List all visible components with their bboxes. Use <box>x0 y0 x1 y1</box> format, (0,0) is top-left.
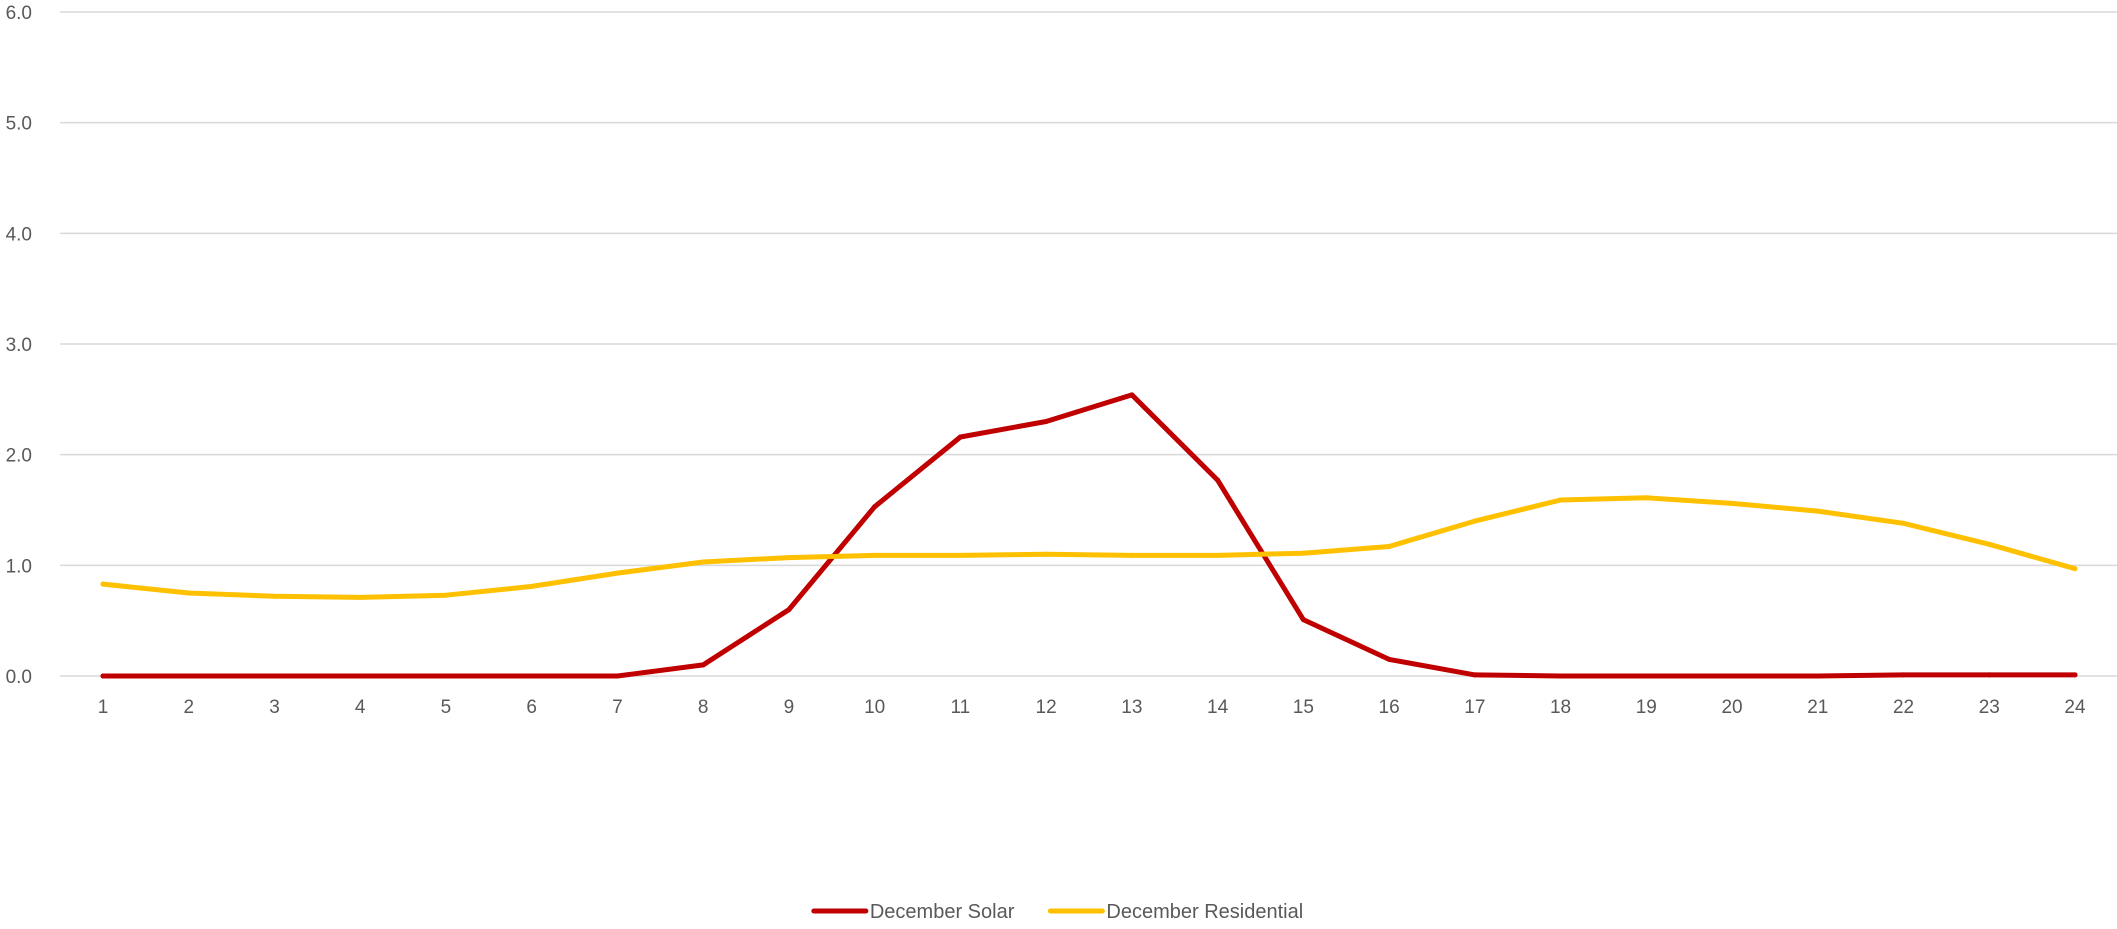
data-point <box>786 555 792 561</box>
data-point <box>872 552 878 558</box>
data-point <box>1300 550 1306 556</box>
data-point <box>1815 673 1821 679</box>
series-lines <box>100 392 2078 679</box>
x-tick-label: 12 <box>1036 697 1057 718</box>
x-tick-label: 16 <box>1379 697 1400 718</box>
data-point <box>1558 673 1564 679</box>
series-december-residential <box>100 495 2078 600</box>
x-tick-label: 23 <box>1979 697 2000 718</box>
x-tick-label: 7 <box>612 697 623 718</box>
data-point <box>700 559 706 565</box>
data-point <box>271 593 277 599</box>
data-point <box>1815 508 1821 514</box>
data-point <box>271 673 277 679</box>
data-point <box>1215 477 1221 483</box>
x-tick-label: 13 <box>1121 697 1142 718</box>
data-point <box>1043 551 1049 557</box>
data-point <box>614 673 620 679</box>
data-point <box>2072 566 2078 572</box>
data-point <box>443 592 449 598</box>
data-point <box>529 673 535 679</box>
legend-label: December Residential <box>1106 901 1303 923</box>
x-tick-label: 1 <box>98 697 109 718</box>
y-tick-label: 3.0 <box>6 335 32 356</box>
data-point <box>1300 617 1306 623</box>
x-tick-label: 3 <box>269 697 280 718</box>
legend-label: December Solar <box>870 901 1015 923</box>
data-point <box>2072 672 2078 678</box>
data-point <box>1129 552 1135 558</box>
data-point <box>1215 552 1221 558</box>
y-tick-label: 1.0 <box>6 556 32 577</box>
data-point <box>1386 544 1392 550</box>
x-tick-label: 11 <box>951 697 971 718</box>
x-tick-label: 4 <box>355 697 366 718</box>
series-line <box>100 392 2078 679</box>
data-point <box>100 673 106 679</box>
x-tick-label: 19 <box>1636 697 1657 718</box>
series-december-solar <box>100 392 2078 679</box>
x-tick-label: 10 <box>864 697 885 718</box>
data-point <box>1386 656 1392 662</box>
data-point <box>872 504 878 510</box>
data-point <box>957 434 963 440</box>
data-point <box>1901 672 1907 678</box>
data-point <box>786 607 792 613</box>
x-tick-label: 18 <box>1550 697 1571 718</box>
data-point <box>1643 495 1649 501</box>
data-point <box>357 594 363 600</box>
data-point <box>1472 672 1478 678</box>
data-point <box>1129 392 1135 398</box>
y-axis-tick-labels: 0.0 1.0 2.0 3.0 4.0 5.0 6.0 <box>6 3 32 688</box>
data-point <box>957 552 963 558</box>
data-point <box>186 673 192 679</box>
gridlines <box>60 11 2117 677</box>
data-point <box>1643 673 1649 679</box>
x-tick-label: 20 <box>1721 697 1742 718</box>
data-point <box>529 583 535 589</box>
data-point <box>1043 418 1049 424</box>
data-point <box>186 590 192 596</box>
x-tick-label: 22 <box>1893 697 1914 718</box>
y-tick-label: 5.0 <box>6 114 32 135</box>
x-tick-label: 9 <box>784 697 795 718</box>
x-tick-label: 21 <box>1807 697 1828 718</box>
data-point <box>1986 672 1992 678</box>
data-point <box>1901 520 1907 526</box>
legend-item: December Residential <box>1047 901 1303 923</box>
data-point <box>1729 673 1735 679</box>
x-tick-label: 15 <box>1293 697 1314 718</box>
data-point <box>1986 541 1992 547</box>
y-tick-label: 4.0 <box>6 224 32 245</box>
x-axis-tick-labels: 1 2 3 4 5 6 7 8 9 10 11 12 13 14 15 16 17 18 19 20 21 22 23 24 <box>98 697 2086 718</box>
data-point <box>1558 497 1564 503</box>
x-tick-label: 14 <box>1207 697 1229 718</box>
y-tick-label: 2.0 <box>6 446 32 467</box>
x-tick-label: 5 <box>441 697 452 718</box>
data-point <box>357 673 363 679</box>
y-tick-label: 0.0 <box>6 667 32 688</box>
y-tick-label: 6.0 <box>6 3 32 24</box>
series-line <box>100 495 2078 600</box>
x-tick-label: 6 <box>526 697 537 718</box>
data-point <box>443 673 449 679</box>
data-point <box>100 581 106 587</box>
data-point <box>1729 500 1735 506</box>
data-point <box>700 662 706 668</box>
x-tick-label: 24 <box>2064 697 2086 718</box>
x-tick-label: 17 <box>1464 697 1485 718</box>
legend-item: December Solar <box>811 901 1015 923</box>
legend: December Solar December Residential <box>811 901 1303 923</box>
x-tick-label: 2 <box>183 697 194 718</box>
data-point <box>1472 518 1478 524</box>
x-tick-label: 8 <box>698 697 709 718</box>
data-point <box>614 570 620 576</box>
